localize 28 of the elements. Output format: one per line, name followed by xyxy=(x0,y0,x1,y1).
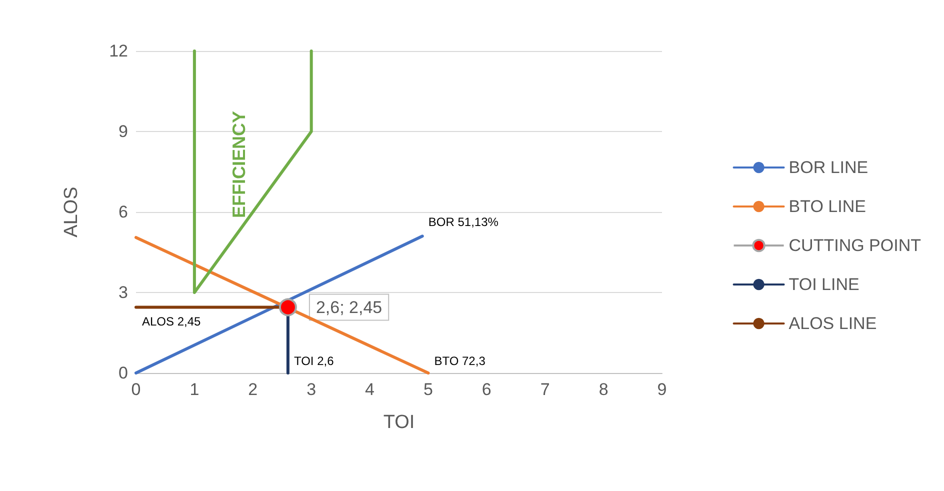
legend-label: TOI LINE xyxy=(788,275,860,294)
x-tick-label: 3 xyxy=(306,380,316,399)
x-tick-label: 8 xyxy=(598,380,608,399)
annotation: EFFICIENCY xyxy=(229,110,249,218)
y-tick-label: 9 xyxy=(118,122,128,141)
x-tick-label: 2 xyxy=(248,380,258,399)
annotation: BOR 51,13% xyxy=(428,215,499,230)
annotation: 2,6; 2,45 xyxy=(316,298,382,317)
legend-label: ALOS LINE xyxy=(788,314,877,333)
x-tick-label: 7 xyxy=(540,380,550,399)
annotation: BTO 72,3 xyxy=(434,354,486,368)
y-tick-label: 12 xyxy=(109,42,128,60)
y-axis-title: ALOS xyxy=(61,186,82,238)
y-tick-label: 3 xyxy=(118,283,128,302)
x-tick-label: 0 xyxy=(131,380,141,399)
x-tick-label: 1 xyxy=(190,380,200,399)
x-tick-label: 4 xyxy=(365,380,375,399)
legend-label: BTO LINE xyxy=(788,197,866,216)
annotation: TOI 2,6 xyxy=(294,354,334,368)
x-tick-label: 5 xyxy=(423,380,433,399)
legend-label: CUTTING POINT xyxy=(788,236,922,255)
legend-label: BOR LINE xyxy=(788,158,868,177)
y-tick-label: 6 xyxy=(118,202,128,222)
x-tick-label: 9 xyxy=(657,380,667,399)
x-axis-title: TOI xyxy=(383,412,415,433)
y-tick-label: 0 xyxy=(118,364,128,382)
annotation: ALOS 2,45 xyxy=(142,314,202,328)
x-tick-label: 6 xyxy=(482,380,492,399)
